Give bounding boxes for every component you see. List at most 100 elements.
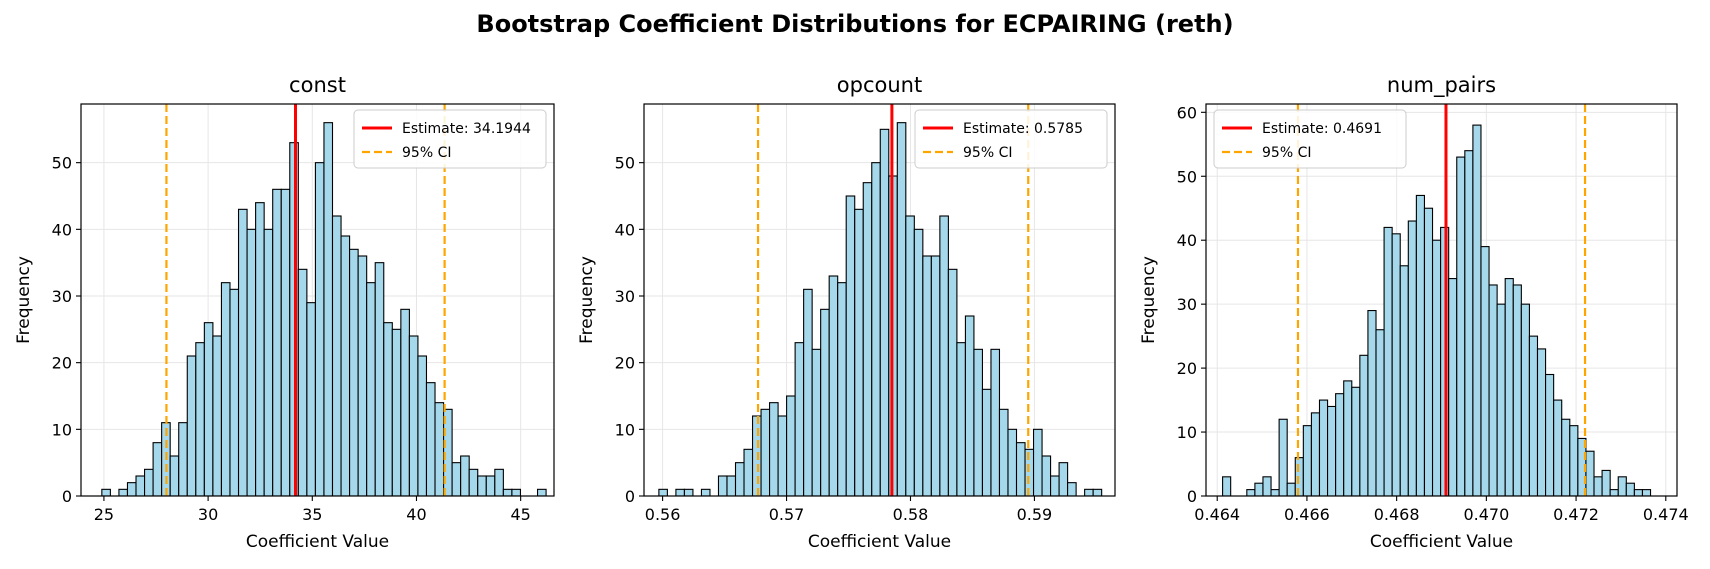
histogram-bar [1222,476,1232,496]
legend-ci-label: 95% CI [402,145,451,161]
histogram-bar [828,275,839,496]
histogram-bar [1633,489,1644,496]
histogram-bar [485,475,496,496]
histogram-bar [1359,354,1369,496]
histogram-bar [879,128,890,496]
legend: Estimate: 34.1944 95% CI [353,109,547,169]
histogram-bar [357,255,368,496]
chart-panel-0: 25 30 35 40 45 0 10 20 30 40 50 Coefficient Value Fr… [14,73,555,552]
histogram-bar [751,415,762,496]
histogram-bar [998,408,1009,496]
y-tick-label: 60 [1177,103,1197,122]
histogram-bar [1423,207,1434,496]
histogram-bar [366,282,376,496]
histogram-bar [786,395,796,496]
histogram-bar [263,228,274,496]
y-tick-label: 0 [1187,487,1197,506]
histogram-bar [246,228,257,496]
x-tick-label: 30 [198,505,218,524]
histogram-bar [1383,226,1393,496]
legend-estimate-label: Estimate: 0.4691 [1262,121,1382,137]
histogram-bar [280,188,291,496]
histogram-bar [1050,475,1060,496]
legend-estimate-label: Estimate: 0.5785 [963,121,1083,137]
histogram-bar [468,468,479,496]
histogram-bar [383,322,393,496]
histogram-bar [1302,425,1312,496]
x-tick-label: 0.474 [1643,505,1689,524]
histogram-bar [494,468,504,496]
histogram-bar [323,122,334,496]
histogram-bar [1512,284,1522,496]
legend: Estimate: 0.5785 95% CI [914,109,1108,169]
histogram-bar [1262,476,1272,496]
histogram-bar [1067,482,1077,496]
y-tick-label: 10 [52,420,72,439]
histogram-bar [1343,380,1353,496]
legend-box [914,109,1108,169]
histogram-bar [1294,457,1304,496]
histogram-bar [726,475,737,496]
histogram-bar [1553,399,1563,496]
histogram-bar [306,302,316,496]
histogram-bar [1545,373,1555,496]
x-axis-label: Coefficient Value [808,532,951,552]
histogram-bar [973,348,984,496]
histogram-bar [331,215,342,496]
histogram-bar [536,488,547,496]
histogram-bar [871,162,881,496]
histogram-bar [1246,489,1256,496]
histogram-bar [408,335,419,496]
histogram-bar [391,328,402,496]
histogram-bar [981,388,992,496]
histogram-bar [1472,124,1482,496]
y-tick-label: 40 [615,220,635,239]
x-tick-label: 0.466 [1284,505,1330,524]
histogram-bars [658,122,1103,496]
histogram-bar [1456,156,1466,496]
x-tick-label: 40 [406,505,426,524]
histogram-bar [169,455,180,496]
histogram-bar [1007,428,1018,496]
histogram-bar [1609,489,1619,496]
histogram-bar [1041,455,1052,496]
y-tick-label: 20 [1177,359,1197,378]
legend-ci-label: 95% CI [1262,145,1311,161]
histogram-bar [1569,425,1579,496]
x-tick-label: 0.58 [893,505,929,524]
histogram-bar [1278,418,1288,496]
histogram-bar [272,188,282,496]
histogram-bar [1015,442,1026,496]
histogram-bar [1084,488,1094,496]
histogram-bar [913,228,924,496]
histogram-bar [314,162,325,496]
histogram-bar [777,415,788,496]
histogram-bar [1431,239,1442,496]
histogram-bar [237,208,248,496]
y-tick-label: 10 [1177,423,1197,442]
histogram-bar [803,288,813,496]
histogram-bar [417,355,428,496]
histogram-bar [1593,476,1603,496]
histogram-bar [1058,462,1069,496]
histogram-bar [186,355,197,496]
panel-title: opcount [837,73,922,97]
y-tick-label: 0 [62,487,72,506]
histogram-bar [1448,278,1458,496]
x-tick-label: 0.468 [1374,505,1420,524]
histogram-bar [760,408,771,496]
y-tick-label: 50 [1177,167,1197,186]
histogram-bar [144,468,154,496]
histogram-bar [990,348,1001,496]
histogram-bar [854,208,864,496]
y-axis-label: Frequency [1139,256,1159,344]
histogram-bar [1254,482,1264,496]
histogram-bar [255,202,265,496]
histogram-bar [1318,399,1329,496]
histogram-bar [930,255,941,496]
histogram-bar [922,255,932,496]
histogram-bar [220,282,231,496]
histogram-bar [1310,412,1321,496]
y-axis-label: Frequency [577,256,597,344]
histogram-bar [717,475,728,496]
